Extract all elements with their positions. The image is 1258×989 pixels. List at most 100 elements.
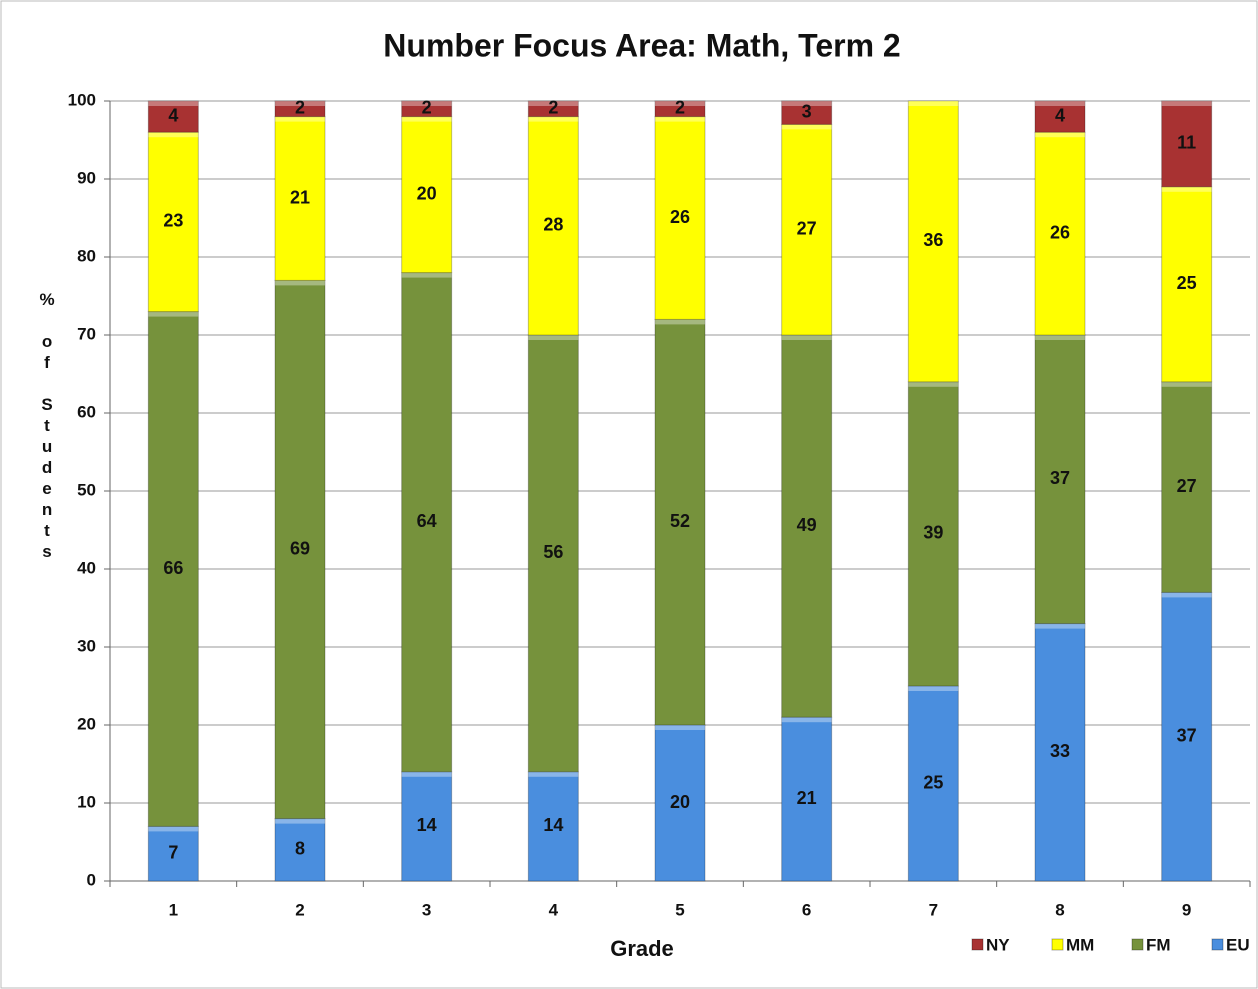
data-label: 21 — [290, 187, 310, 207]
bar-segment — [147, 100, 199, 133]
bar-highlight — [1161, 186, 1212, 192]
y-axis-label: % of Students — [38, 290, 57, 563]
bar-highlight — [655, 725, 705, 730]
y-tick-label: 20 — [77, 714, 96, 733]
data-label: 37 — [1050, 468, 1070, 488]
bar-segment — [1034, 131, 1086, 336]
bar-segment — [781, 100, 833, 125]
y-tick-label: 50 — [77, 480, 96, 499]
x-tick-label: 3 — [422, 900, 431, 919]
bar-segment — [781, 334, 833, 718]
bar-highlight — [275, 101, 325, 106]
bar-highlight — [528, 335, 579, 340]
data-label: 2 — [422, 98, 432, 118]
bar-segment — [781, 123, 833, 336]
data-label: 14 — [417, 815, 437, 835]
data-label: 36 — [923, 230, 943, 250]
bar-segment — [654, 318, 706, 726]
bar-segment — [654, 100, 706, 118]
bar-segment — [401, 272, 453, 773]
data-label: 56 — [543, 542, 563, 562]
bar-segment — [147, 311, 199, 827]
data-label: 25 — [1177, 273, 1197, 293]
y-tick-label: 0 — [87, 870, 96, 889]
y-tick-label: 60 — [77, 402, 96, 421]
bar-highlight — [401, 101, 452, 106]
bar-highlight — [655, 116, 705, 122]
data-label: 28 — [543, 215, 563, 235]
bar-segment — [1161, 186, 1213, 383]
data-label: 14 — [543, 815, 563, 835]
data-label: 27 — [1177, 476, 1197, 496]
y-tick-label: 80 — [77, 246, 96, 265]
data-label: 25 — [923, 772, 943, 792]
y-tick-label: 40 — [77, 558, 96, 577]
data-label: 20 — [417, 183, 437, 203]
data-label: 52 — [670, 511, 690, 531]
y-tick-label: 10 — [77, 792, 96, 811]
bar-highlight — [148, 311, 199, 317]
bar-highlight — [528, 771, 579, 777]
bar-segment — [1161, 591, 1213, 882]
bar-highlight — [528, 101, 579, 106]
bar-highlight — [528, 116, 579, 122]
bar-segment — [401, 771, 453, 882]
bar-highlight — [275, 280, 325, 286]
data-label: 69 — [290, 538, 310, 558]
legend-swatch — [971, 938, 984, 951]
bar-highlight — [1161, 592, 1212, 598]
bar-highlight — [781, 335, 832, 340]
data-label: 49 — [797, 515, 817, 535]
bar-highlight — [655, 101, 705, 106]
bar-segment — [401, 100, 453, 118]
x-tick-label: 9 — [1182, 900, 1191, 919]
data-label: 39 — [923, 523, 943, 543]
legend-swatch — [1051, 938, 1064, 951]
x-tick-label: 6 — [802, 900, 811, 919]
bar-segment — [527, 116, 579, 336]
bar-segment — [274, 116, 326, 281]
data-label: 23 — [163, 211, 183, 231]
bar-highlight — [148, 132, 199, 138]
y-tick-label: 30 — [77, 636, 96, 655]
data-label: 26 — [1050, 222, 1070, 242]
y-tick-label: 70 — [77, 324, 96, 343]
legend-label: NY — [986, 935, 1010, 954]
bar-segment — [907, 100, 959, 383]
x-tick-label: 7 — [929, 900, 938, 919]
bar-highlight — [781, 101, 832, 106]
bar-segment — [1034, 623, 1086, 882]
bar-highlight — [781, 717, 832, 723]
bar-segment — [1161, 381, 1213, 593]
legend-swatch — [1131, 938, 1144, 951]
data-label: 21 — [797, 788, 817, 808]
x-tick-label: 4 — [549, 900, 559, 919]
data-label: 11 — [1177, 133, 1196, 153]
bar-highlight — [1161, 381, 1212, 387]
legend-label: MM — [1066, 935, 1094, 954]
bar-segment — [527, 334, 579, 773]
data-label: 2 — [295, 98, 305, 118]
bar-highlight — [908, 686, 959, 691]
bar-highlight — [908, 381, 959, 387]
data-label: 4 — [168, 105, 178, 125]
bar-highlight — [1035, 335, 1085, 340]
bar-highlight — [1035, 623, 1085, 629]
data-label: 2 — [675, 98, 685, 118]
bar-highlight — [275, 818, 325, 824]
bar-segment — [274, 100, 326, 118]
bar-segment — [907, 685, 959, 882]
x-tick-label: 2 — [295, 900, 304, 919]
bar-highlight — [401, 116, 452, 122]
bar-segment — [147, 825, 199, 882]
bar-segment — [1161, 100, 1213, 188]
bar-highlight — [275, 116, 325, 122]
bar-highlight — [1161, 101, 1212, 106]
data-label: 8 — [295, 839, 305, 859]
bar-segment — [1034, 100, 1086, 133]
data-label: 20 — [670, 792, 690, 812]
y-tick-label: 100 — [68, 90, 96, 109]
bar-highlight — [401, 272, 452, 278]
bar-highlight — [1035, 101, 1085, 106]
